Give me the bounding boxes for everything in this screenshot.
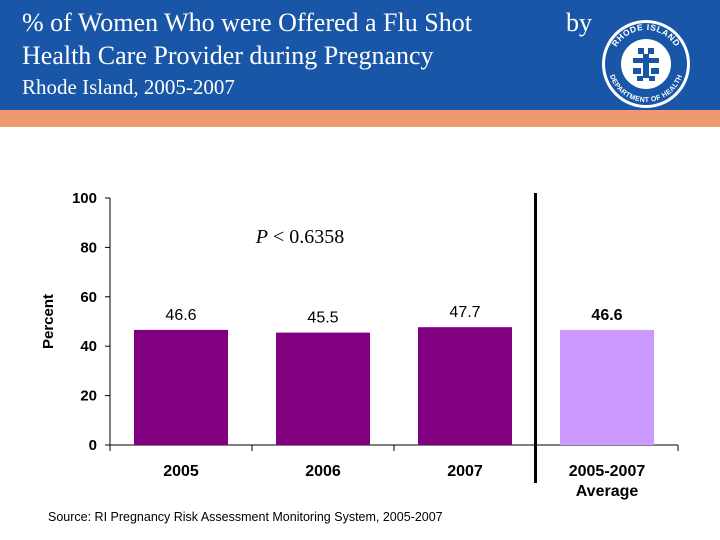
bar-2005 bbox=[134, 329, 228, 445]
title-by-word: by bbox=[566, 8, 592, 37]
x-tick-label: 2007 bbox=[447, 463, 483, 480]
y-tick-label: 80 bbox=[80, 239, 97, 256]
page-subtitle: Rhode Island, 2005-2007 bbox=[22, 75, 235, 99]
y-tick-label: 20 bbox=[80, 388, 97, 405]
title-line-1: % of Women Who were Offered a Flu Shot bbox=[22, 8, 472, 37]
source-note: Source: RI Pregnancy Risk Assessment Mon… bbox=[48, 510, 443, 524]
y-axis-label: Percent bbox=[40, 294, 57, 349]
bar-2006 bbox=[276, 332, 370, 445]
y-tick-label: 100 bbox=[72, 190, 97, 207]
y-tick-label: 60 bbox=[80, 289, 97, 306]
page-title: % of Women Who were Offered a Flu Shot H… bbox=[22, 6, 472, 72]
x-tick-label: 2006 bbox=[305, 463, 341, 480]
data-label: 46.6 bbox=[165, 307, 196, 324]
accent-stripe bbox=[0, 110, 720, 127]
title-line-2: Health Care Provider during Pregnancy bbox=[22, 41, 434, 70]
data-label: 46.6 bbox=[591, 307, 622, 324]
header-banner bbox=[0, 0, 720, 110]
x-tick-label: 2005 bbox=[163, 463, 199, 480]
y-tick-label: 40 bbox=[80, 338, 97, 355]
bar-2005-2007-average bbox=[560, 329, 654, 445]
flu-shot-bar-chart: 0 20 40 60 80 100 Percent 46.6 2005 45.5 2006 47.7 2… bbox=[40, 190, 679, 500]
y-tick-label: 0 bbox=[89, 437, 97, 454]
ri-department-of-health-logo-icon: RHODE ISLAND DEPARTMENT OF HEALTH bbox=[602, 20, 690, 108]
data-label: 47.7 bbox=[449, 304, 480, 321]
x-tick-label: Average bbox=[576, 483, 639, 500]
x-tick-label: 2005-2007 bbox=[569, 463, 646, 480]
data-label: 45.5 bbox=[307, 310, 338, 327]
bar-2007 bbox=[418, 327, 512, 445]
p-value-annotation: P < 0.6358 bbox=[255, 226, 345, 248]
